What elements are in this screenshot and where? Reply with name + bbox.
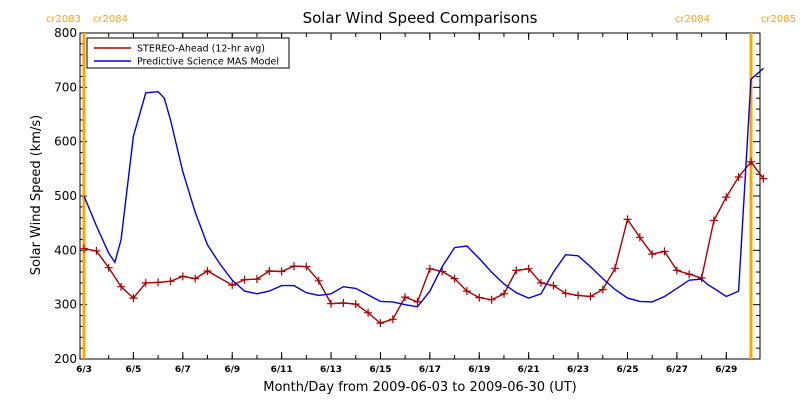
data-point (141, 278, 150, 287)
data-point (80, 244, 88, 253)
data-point (265, 267, 274, 275)
data-point (154, 278, 163, 287)
data-point (401, 293, 410, 302)
data-point (635, 233, 644, 242)
data-point (672, 266, 681, 275)
data-point (475, 293, 484, 302)
data-point (166, 277, 175, 286)
legend-label: STEREO-Ahead (12-hr avg) (137, 44, 265, 55)
data-point (660, 247, 669, 256)
data-point (314, 276, 323, 285)
data-point (191, 274, 200, 283)
data-point (537, 278, 545, 287)
series-line-1 (83, 67, 764, 308)
x-tick-label: 6/25 (616, 365, 638, 375)
data-point (339, 299, 348, 307)
data-point (759, 174, 768, 183)
legend-label: Predictive Science MAS Model (137, 57, 279, 68)
data-point (203, 267, 212, 275)
x-tick-label: 6/3 (76, 365, 92, 375)
data-point (228, 281, 237, 290)
data-point (598, 285, 607, 294)
y-tick-label: 700 (54, 80, 77, 94)
data-point (425, 264, 434, 273)
data-point (487, 295, 496, 304)
data-point (327, 299, 335, 308)
data-point (376, 319, 385, 328)
data-point (462, 287, 471, 296)
data-point (611, 264, 620, 273)
x-tick-label: 6/15 (369, 365, 391, 375)
data-point (277, 267, 286, 276)
y-tick-label: 500 (54, 189, 77, 203)
data-point (129, 294, 138, 303)
data-point (351, 300, 360, 309)
data-point (586, 292, 595, 301)
x-tick-label: 6/21 (518, 365, 540, 375)
plot-area: 200 300 400 500 600 700 800 6/3 6/5 6/7 6/9 6/11 6/1… (46, 14, 796, 375)
plot-frame (79, 32, 761, 360)
x-tick-label: 6/17 (419, 365, 441, 375)
data-point (747, 157, 755, 166)
carrington-right-label: cr2084 (93, 14, 128, 25)
data-point (648, 250, 657, 259)
data-point (413, 297, 422, 306)
x-tick-label: 6/5 (126, 365, 142, 375)
data-point (512, 266, 521, 275)
y-axis-label: Solar Wind Speed (km/s) (29, 115, 44, 275)
data-point (252, 275, 261, 284)
data-point (117, 282, 126, 291)
y-tick-label: 800 (54, 26, 77, 40)
chart-title: Solar Wind Speed Comparisons (303, 9, 538, 27)
data-point (685, 270, 694, 279)
data-point (734, 173, 743, 181)
legend: STEREO-Ahead (12-hr avg) Predictive Scien… (86, 37, 290, 69)
data-point (500, 289, 508, 298)
legend-box (86, 37, 290, 69)
x-tick-label: 6/11 (271, 365, 293, 375)
data-point (697, 274, 706, 282)
x-tick-label: 6/27 (666, 365, 688, 375)
data-point (524, 264, 533, 273)
data-point (574, 291, 583, 300)
x-tick-label: 6/9 (224, 365, 240, 375)
data-point (450, 274, 459, 283)
y-tick-label: 400 (54, 243, 77, 257)
carrington-left-label: cr2084 (675, 14, 710, 25)
data-point (364, 308, 373, 317)
data-point (302, 262, 311, 271)
data-point (104, 263, 113, 272)
data-point (92, 246, 101, 255)
x-tick-label: 6/29 (715, 365, 737, 375)
x-tick-label: 6/19 (468, 365, 490, 375)
data-point (709, 216, 718, 225)
x-tick-label: 6/7 (175, 365, 191, 375)
carrington-left-label: cr2083 (46, 14, 81, 25)
carrington-right-label: cr2085 (761, 14, 796, 25)
data-point (388, 315, 397, 324)
y-tick-label: 600 (54, 135, 77, 149)
data-point (561, 289, 570, 298)
data-point (240, 275, 249, 284)
data-point (290, 262, 298, 271)
data-point (623, 215, 632, 224)
y-tick-label: 200 (54, 352, 77, 366)
x-tick-label: 6/23 (567, 365, 589, 375)
data-point (722, 193, 731, 202)
x-axis-label: Month/Day from 2009-06-03 to 2009-06-30 … (263, 380, 576, 395)
data-point (549, 281, 558, 290)
y-tick-label: 300 (54, 298, 77, 312)
x-tick-label: 6/13 (320, 365, 342, 375)
data-point (178, 272, 187, 281)
